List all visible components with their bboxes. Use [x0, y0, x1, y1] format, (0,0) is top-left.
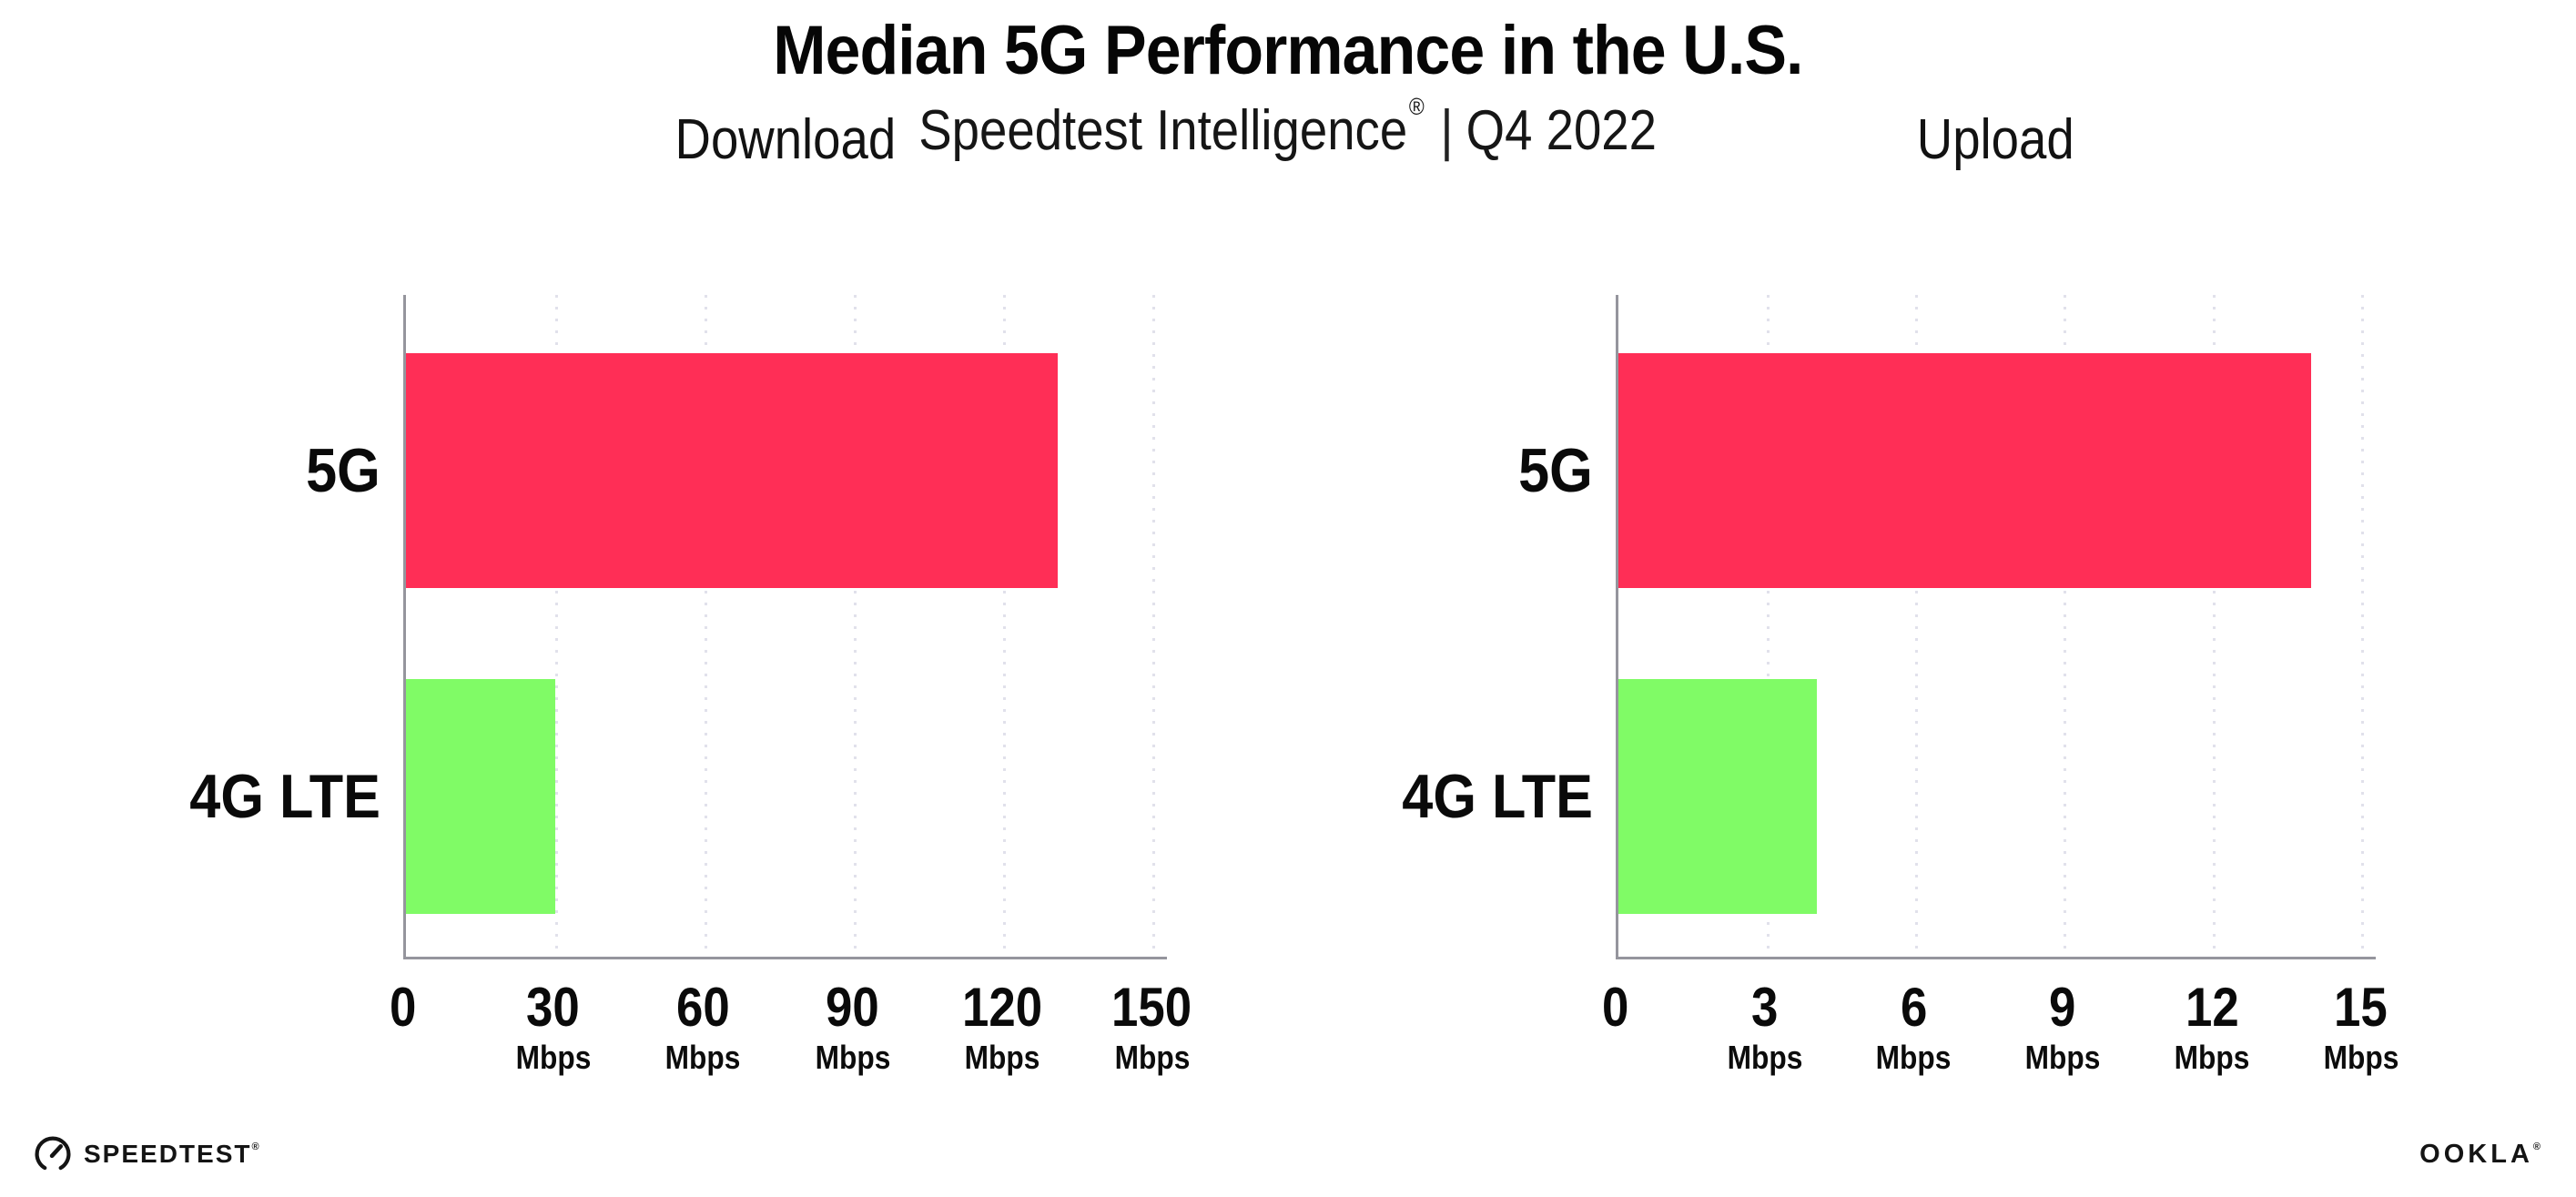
ookla-registered-icon: ® [2532, 1141, 2544, 1152]
speedtest-trademark-icon: ® [251, 1141, 261, 1152]
4g-lte-upload-bar [1618, 679, 1817, 914]
y-axis-label-5g: 5G [1518, 436, 1593, 505]
x-tick-unit-120: Mbps [964, 1039, 1040, 1076]
5g-upload-bar [1618, 353, 2312, 588]
x-tick-unit-15: Mbps [2323, 1039, 2399, 1076]
ookla-logo-label: OOKLA [2419, 1140, 2533, 1169]
speedtest-logo: SPEEDTEST® [33, 1134, 261, 1174]
ookla-logo: OOKLA® [2419, 1140, 2544, 1170]
gridline-15 [2360, 295, 2364, 957]
x-tick-unit-6: Mbps [1876, 1039, 1952, 1076]
gridline-60 [704, 295, 707, 957]
5g-download-bar [406, 353, 1058, 588]
x-tick-unit-90: Mbps [815, 1039, 890, 1076]
x-tick-label-9: 9 [2049, 977, 2076, 1038]
registered-mark-icon: ® [1409, 92, 1425, 120]
y-axis-label-4g-lte: 4G LTE [189, 762, 380, 831]
download-plot-area [403, 295, 1167, 959]
x-tick-label-150: 150 [1111, 977, 1192, 1038]
x-tick-label-120: 120 [961, 977, 1043, 1038]
subtitle-period: Q4 2022 [1466, 98, 1658, 162]
x-tick-label-60: 60 [675, 977, 730, 1038]
x-tick-label-15: 15 [2334, 977, 2388, 1038]
download-chart-title: Download [674, 108, 896, 171]
page-subtitle: Speedtest Intelligence® | Q4 2022 [0, 93, 2576, 163]
upload-chart-title: Upload [1917, 108, 2074, 171]
speedtest-logo-label: SPEEDTEST® [84, 1140, 261, 1168]
x-tick-label-30: 30 [526, 977, 580, 1038]
speedtest-gauge-icon [35, 1136, 71, 1172]
x-tick-unit-30: Mbps [515, 1039, 591, 1076]
subtitle-separator: | [1440, 98, 1454, 162]
x-tick-label-12: 12 [2185, 977, 2239, 1038]
upload-plot-area [1616, 295, 2376, 959]
x-tick-label-3: 3 [1751, 977, 1779, 1038]
4g-lte-download-bar [406, 679, 555, 914]
x-tick-unit-9: Mbps [2024, 1039, 2101, 1076]
gridline-90 [853, 295, 857, 957]
gridline-3 [1767, 295, 1770, 957]
x-tick-unit-3: Mbps [1727, 1039, 1803, 1076]
subtitle-brand: Speedtest Intelligence [918, 98, 1408, 162]
gridline-120 [1002, 295, 1006, 957]
x-tick-unit-12: Mbps [2174, 1039, 2250, 1076]
header: Median 5G Performance in the U.S. Speedt… [0, 0, 2576, 163]
page-title: Median 5G Performance in the U.S. [773, 12, 1803, 89]
x-tick-label-0: 0 [390, 977, 417, 1038]
gridline-9 [2064, 295, 2067, 957]
x-tick-unit-150: Mbps [1114, 1039, 1190, 1076]
x-tick-label-90: 90 [826, 977, 879, 1038]
x-tick-label-0: 0 [1602, 977, 1629, 1038]
x-tick-unit-60: Mbps [664, 1039, 741, 1076]
y-axis-label-4g-lte: 4G LTE [1402, 762, 1593, 831]
y-axis-label-5g: 5G [306, 436, 380, 505]
x-tick-label-6: 6 [1900, 977, 1928, 1038]
gridline-6 [1915, 295, 1919, 957]
gridline-30 [554, 295, 558, 957]
gridline-150 [1151, 295, 1155, 957]
gridline-12 [2212, 295, 2216, 957]
